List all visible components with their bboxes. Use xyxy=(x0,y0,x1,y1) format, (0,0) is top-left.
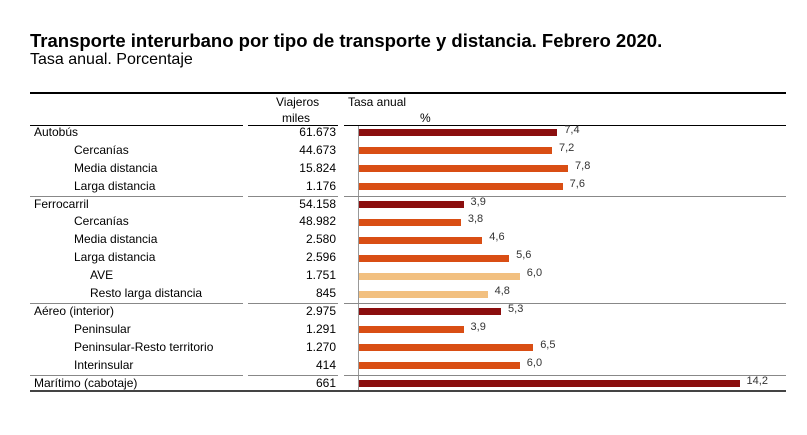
group-separator xyxy=(30,303,243,304)
row-viajeros: 1.270 xyxy=(305,339,336,354)
bar xyxy=(359,236,483,244)
row-label: Marítimo (cabotaje) xyxy=(34,375,138,390)
top-rule xyxy=(30,92,786,94)
row-viajeros: 2.580 xyxy=(305,232,336,247)
row-label: Peninsular xyxy=(74,321,131,336)
chart-subtitle: Tasa anual. Porcentaje xyxy=(30,51,193,68)
group-separator xyxy=(248,196,338,197)
group-separator xyxy=(344,375,786,376)
bar-value-label: 4,8 xyxy=(494,285,510,298)
group-separator xyxy=(30,375,243,376)
group-separator xyxy=(344,303,786,304)
bar-value-label: 3,9 xyxy=(470,320,486,333)
header-miles: miles xyxy=(282,111,311,125)
bar xyxy=(359,272,520,280)
bar-value-label: 7,6 xyxy=(569,177,585,190)
group-separator xyxy=(344,196,786,197)
bar xyxy=(359,290,488,298)
row-label: Larga distancia xyxy=(74,250,156,265)
row-viajeros: 661 xyxy=(315,375,336,390)
bar xyxy=(359,362,520,370)
group-separator xyxy=(30,196,243,197)
row-viajeros: 1.291 xyxy=(305,321,336,336)
header-rule xyxy=(248,125,338,126)
row-viajeros: 48.982 xyxy=(299,214,336,229)
row-viajeros: 61.673 xyxy=(299,124,336,139)
row-label: Media distancia xyxy=(74,232,158,247)
axis-line xyxy=(358,126,359,392)
row-label: Ferrocarril xyxy=(34,196,89,211)
bar xyxy=(359,308,502,316)
row-viajeros: 15.824 xyxy=(299,160,336,175)
bar-value-label: 5,3 xyxy=(508,302,524,315)
group-separator xyxy=(248,303,338,304)
bar xyxy=(359,326,464,334)
bar-value-label: 7,2 xyxy=(558,141,575,154)
bar xyxy=(359,147,552,155)
bar xyxy=(359,129,558,137)
bar-value-label: 7,8 xyxy=(575,159,591,172)
bar xyxy=(359,201,464,209)
row-viajeros: 54.158 xyxy=(299,196,336,211)
row-label: Cercanías xyxy=(74,142,129,157)
bar xyxy=(359,165,569,173)
header-rule xyxy=(344,125,786,126)
row-viajeros: 44.673 xyxy=(299,142,336,157)
bar-value-label: 3,8 xyxy=(467,213,484,226)
row-viajeros: 1.176 xyxy=(305,178,336,193)
bar xyxy=(359,183,563,191)
row-label: Media distancia xyxy=(74,160,158,175)
bar-value-label: 6,5 xyxy=(540,338,556,351)
row-label: Interinsular xyxy=(74,357,134,372)
bar-value-label: 4,6 xyxy=(489,231,505,244)
bar-value-label: 5,6 xyxy=(516,249,532,262)
bottom-rule xyxy=(30,390,786,392)
bar xyxy=(359,218,461,226)
bar-value-label: 6,0 xyxy=(526,356,543,369)
header-viajeros: Viajeros xyxy=(276,95,320,109)
row-viajeros: 2.596 xyxy=(305,250,336,265)
row-label: Aéreo (interior) xyxy=(34,303,115,318)
row-label: Larga distancia xyxy=(74,178,156,193)
header-pct: % xyxy=(420,111,431,125)
row-viajeros: 2.975 xyxy=(305,303,336,318)
row-label: AVE xyxy=(90,268,114,283)
bar xyxy=(359,380,740,388)
bar-value-label: 6,0 xyxy=(526,267,543,280)
row-label: Peninsular-Resto territorio xyxy=(74,339,214,354)
bar xyxy=(359,344,534,352)
bar xyxy=(359,254,510,262)
bar-value-label: 14,2 xyxy=(746,374,768,387)
row-label: Resto larga distancia xyxy=(90,286,203,301)
header-rule xyxy=(30,125,243,126)
row-label: Autobús xyxy=(34,124,79,139)
header-tasa: Tasa anual xyxy=(348,95,407,109)
row-label: Cercanías xyxy=(74,214,129,229)
bar-value-label: 3,9 xyxy=(470,195,486,208)
row-viajeros: 414 xyxy=(315,357,336,372)
group-separator xyxy=(248,375,338,376)
chart-title: Transporte interurbano por tipo de trans… xyxy=(30,30,663,51)
row-viajeros: 1.751 xyxy=(305,268,336,283)
bar-value-label: 7,4 xyxy=(564,123,580,136)
row-viajeros: 845 xyxy=(315,286,336,301)
